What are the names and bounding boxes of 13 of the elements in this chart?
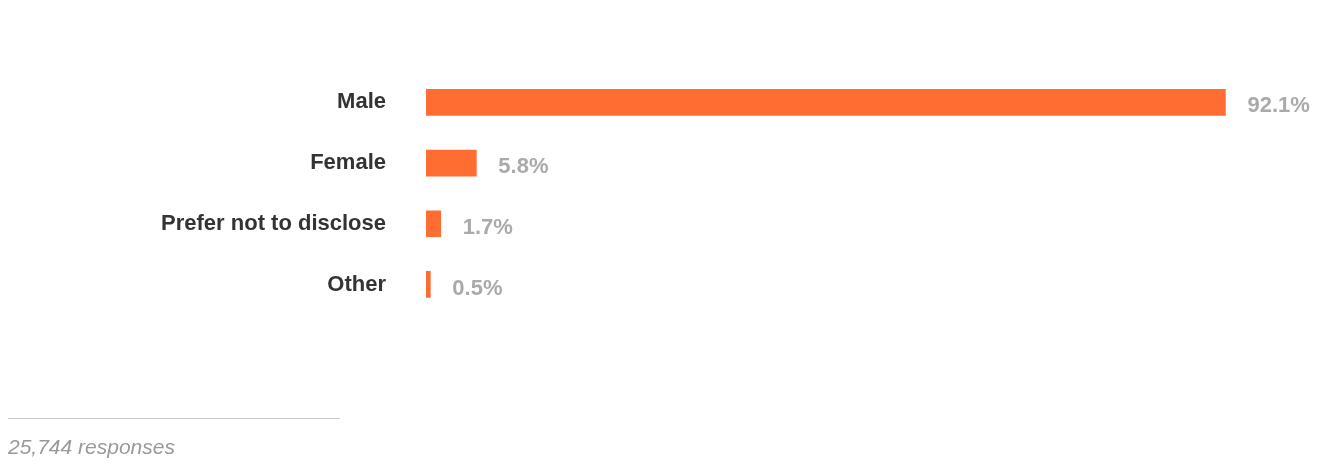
data-label: 92.1% <box>1247 92 1310 118</box>
data-label: 5.8% <box>498 153 549 179</box>
bar <box>426 149 477 177</box>
y-tick-label: Female <box>310 149 386 175</box>
bar <box>426 89 1226 116</box>
y-tick-label: Prefer not to disclose <box>161 209 386 235</box>
data-label: 0.5% <box>452 274 503 300</box>
y-tick-label: Other <box>327 270 387 296</box>
bar <box>426 210 442 238</box>
bar <box>426 271 431 298</box>
text: 25,744 responses <box>8 435 175 459</box>
y-tick-label: Male <box>337 88 386 114</box>
data-label: 1.7% <box>462 213 513 239</box>
